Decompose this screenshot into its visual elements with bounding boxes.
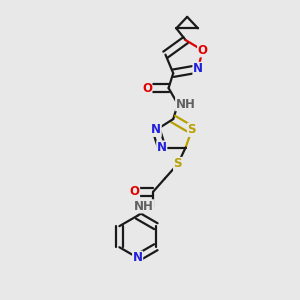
Text: O: O xyxy=(198,44,208,57)
Text: N: N xyxy=(133,251,142,264)
Text: N: N xyxy=(157,141,167,154)
Text: NH: NH xyxy=(176,98,196,111)
Text: O: O xyxy=(130,185,140,198)
Text: N: N xyxy=(151,123,161,136)
Text: N: N xyxy=(193,62,203,75)
Text: O: O xyxy=(142,82,152,94)
Text: S: S xyxy=(188,123,196,136)
Text: S: S xyxy=(174,158,182,170)
Text: NH: NH xyxy=(134,200,154,213)
